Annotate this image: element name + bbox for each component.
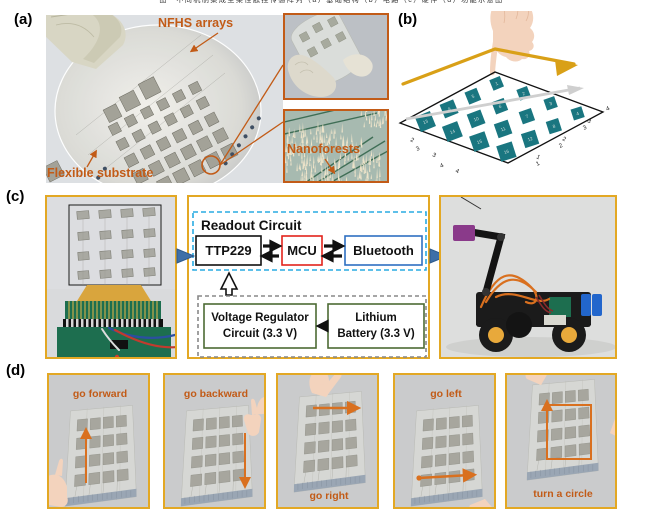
svg-text:3: 3 — [586, 118, 592, 125]
svg-text:go left: go left — [430, 388, 462, 400]
svg-text:1: 1 — [535, 154, 541, 161]
svg-text:Voltage Regulator: Voltage Regulator — [211, 312, 309, 324]
svg-text:2: 2 — [558, 143, 564, 150]
svg-text:go right: go right — [309, 490, 349, 502]
svg-text:Readout Circuit: Readout Circuit — [201, 218, 302, 233]
svg-text:Battery (3.3 V): Battery (3.3 V) — [337, 328, 415, 340]
svg-text:turn a circle: turn a circle — [533, 488, 593, 500]
svg-text:Circuit (3.3 V): Circuit (3.3 V) — [223, 328, 297, 340]
svg-text:2: 2 — [409, 137, 415, 144]
svg-text:3: 3 — [431, 152, 437, 159]
svg-text:go backward: go backward — [184, 388, 248, 400]
svg-text:3: 3 — [582, 125, 588, 132]
svg-text:go forward: go forward — [73, 388, 127, 400]
svg-text:1: 1 — [535, 161, 541, 168]
svg-text:Lithium: Lithium — [355, 312, 397, 324]
svg-text:2: 2 — [561, 136, 567, 143]
svg-text:3: 3 — [415, 146, 421, 153]
svg-text:4: 4 — [454, 168, 460, 175]
svg-text:Bluetooth: Bluetooth — [353, 243, 414, 258]
svg-text:TTP229: TTP229 — [205, 243, 251, 258]
svg-text:Nanoforests: Nanoforests — [287, 142, 360, 156]
svg-text:4: 4 — [439, 163, 445, 170]
svg-text:2: 2 — [397, 130, 398, 137]
svg-text:4: 4 — [605, 106, 611, 113]
svg-text:MCU: MCU — [287, 243, 317, 258]
